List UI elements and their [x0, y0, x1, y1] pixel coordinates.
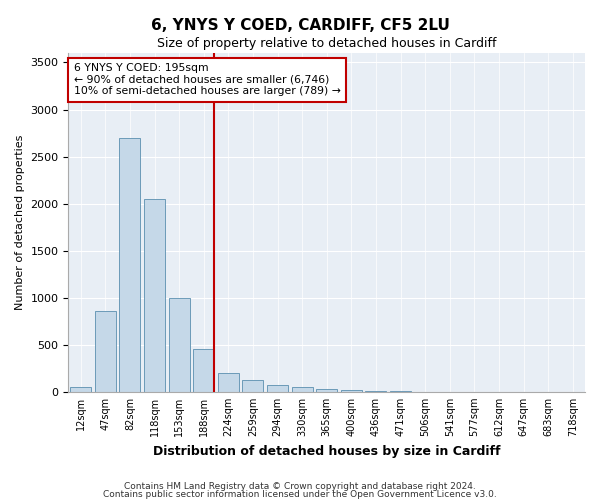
Bar [316, 389, 337, 392]
Bar [267, 385, 288, 392]
Text: 6 YNYS Y COED: 195sqm
← 90% of detached houses are smaller (6,746)
10% of semi-d: 6 YNYS Y COED: 195sqm ← 90% of detached … [74, 63, 340, 96]
Title: Size of property relative to detached houses in Cardiff: Size of property relative to detached ho… [157, 38, 496, 51]
Bar [70, 387, 91, 392]
Bar [341, 390, 362, 392]
Bar [292, 387, 313, 392]
Bar [169, 298, 190, 392]
Bar [119, 138, 140, 392]
Bar [218, 373, 239, 392]
Text: 6, YNYS Y COED, CARDIFF, CF5 2LU: 6, YNYS Y COED, CARDIFF, CF5 2LU [151, 18, 449, 32]
Text: Contains HM Land Registry data © Crown copyright and database right 2024.: Contains HM Land Registry data © Crown c… [124, 482, 476, 491]
Text: Contains public sector information licensed under the Open Government Licence v3: Contains public sector information licen… [103, 490, 497, 499]
Y-axis label: Number of detached properties: Number of detached properties [15, 134, 25, 310]
Bar [193, 350, 214, 392]
Bar [144, 199, 165, 392]
Bar [365, 391, 386, 392]
Bar [242, 380, 263, 392]
X-axis label: Distribution of detached houses by size in Cardiff: Distribution of detached houses by size … [153, 444, 500, 458]
Bar [95, 312, 116, 392]
